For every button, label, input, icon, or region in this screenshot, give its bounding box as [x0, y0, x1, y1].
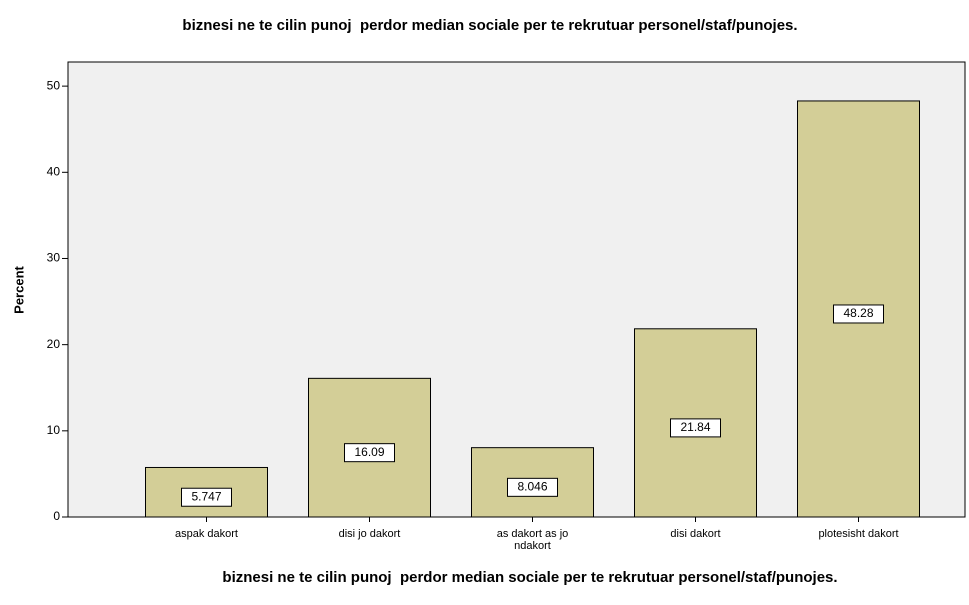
y-tick-label: 30: [47, 251, 61, 265]
chart-title: biznesi ne te cilin punoj perdor median …: [182, 17, 798, 34]
y-axis-label: Percent: [11, 265, 26, 313]
y-tick-label: 20: [47, 337, 61, 351]
value-label-box: [344, 443, 395, 463]
value-label-box: [833, 304, 884, 324]
value-label: 5.747: [191, 489, 221, 503]
value-label: 48.28: [843, 306, 873, 320]
y-tick-label: 40: [47, 164, 61, 178]
value-label: 8.046: [517, 480, 547, 494]
y-tick-label: 50: [47, 78, 61, 92]
value-label: 16.09: [354, 445, 384, 459]
x-tick-label: aspak dakort: [175, 528, 238, 540]
x-tick-label: disi jo dakort: [338, 528, 401, 540]
value-label: 21.84: [680, 420, 710, 434]
y-tick-label: 10: [47, 423, 61, 437]
x-axis-label: biznesi ne te cilin punoj perdor median …: [222, 569, 838, 586]
value-label-box: [670, 418, 721, 438]
value-label-box: [181, 487, 232, 507]
y-tick-label: 0: [53, 509, 60, 523]
x-tick-label: disi dakort: [670, 528, 721, 540]
value-label-box: [507, 477, 558, 497]
x-tick-label: plotesisht dakort: [818, 528, 899, 540]
x-tick-label: as dakort as jo ndakort: [496, 528, 569, 552]
